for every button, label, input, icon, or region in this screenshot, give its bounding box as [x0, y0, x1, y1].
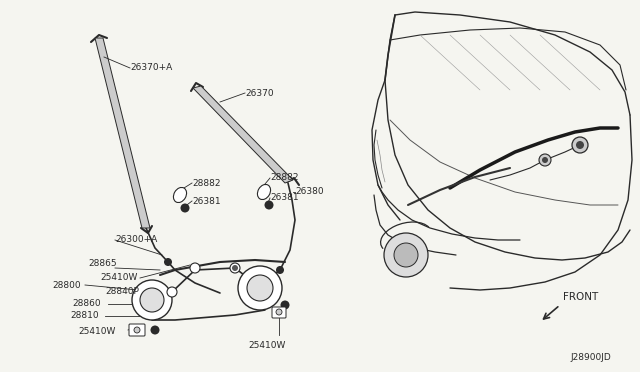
FancyBboxPatch shape [129, 324, 145, 336]
FancyBboxPatch shape [272, 307, 286, 318]
Text: 28840P: 28840P [105, 288, 139, 296]
Text: 26300+A: 26300+A [115, 235, 157, 244]
Text: 25410W: 25410W [248, 340, 285, 350]
Circle shape [150, 326, 159, 334]
Text: 25410W: 25410W [78, 327, 115, 337]
Circle shape [276, 266, 284, 274]
Text: 26370+A: 26370+A [130, 64, 172, 73]
Circle shape [247, 275, 273, 301]
Text: 26370: 26370 [245, 89, 274, 97]
Circle shape [539, 154, 551, 166]
Circle shape [542, 157, 548, 163]
Text: 28882: 28882 [192, 179, 221, 187]
Text: 26381: 26381 [270, 193, 299, 202]
Text: 28882: 28882 [270, 173, 298, 183]
Text: 28865: 28865 [88, 259, 116, 267]
Polygon shape [95, 38, 150, 228]
Circle shape [576, 141, 584, 149]
Text: 26380: 26380 [295, 187, 324, 196]
Circle shape [264, 201, 273, 209]
Circle shape [190, 263, 200, 273]
Circle shape [276, 309, 282, 315]
Circle shape [140, 288, 164, 312]
Text: 28860: 28860 [72, 299, 100, 308]
Circle shape [167, 287, 177, 297]
Ellipse shape [257, 185, 271, 199]
Circle shape [164, 258, 172, 266]
Circle shape [572, 137, 588, 153]
Circle shape [238, 266, 282, 310]
Circle shape [232, 265, 238, 271]
Circle shape [230, 263, 240, 273]
Polygon shape [193, 86, 293, 183]
Circle shape [180, 203, 189, 212]
Text: 25410W: 25410W [100, 273, 138, 282]
Text: 26381: 26381 [192, 196, 221, 205]
Text: FRONT: FRONT [563, 292, 598, 302]
Circle shape [394, 243, 418, 267]
Circle shape [384, 233, 428, 277]
Text: 28800: 28800 [52, 280, 81, 289]
Ellipse shape [173, 187, 186, 202]
Text: 28810: 28810 [70, 311, 99, 321]
Circle shape [280, 301, 289, 310]
Text: J28900JD: J28900JD [570, 353, 611, 362]
Circle shape [132, 280, 172, 320]
Circle shape [134, 327, 140, 333]
